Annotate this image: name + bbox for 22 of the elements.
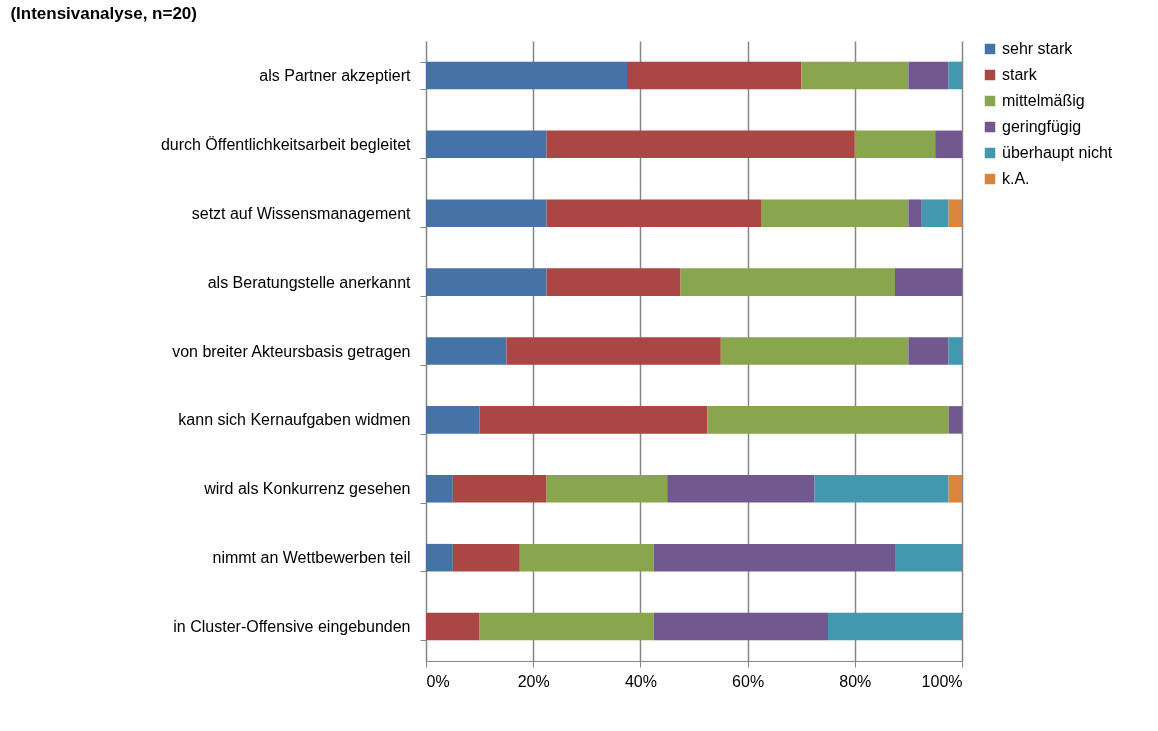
y-tick-label: von breiter Akteursbasis getragen: [172, 342, 411, 360]
y-tick-label: wird als Konkurrenz gesehen: [203, 480, 411, 498]
y-tick-label: kann sich Kernaufgaben widmen: [178, 411, 411, 429]
y-tick-label: nimmt an Wettbewerben teil: [212, 549, 411, 567]
y-tick-label: als Beratungstelle anerkannt: [207, 273, 412, 291]
x-tick-label: 0%: [426, 672, 450, 690]
text: (Intensivanalyse, n=20): [10, 4, 197, 23]
y-tick-label: als Partner akzeptiert: [259, 66, 412, 84]
legend-label: geringfügig: [1002, 118, 1082, 135]
y-tick-label: durch Öffentlichkeitsarbeit begleitet: [160, 135, 412, 153]
legend-label: stark: [1002, 66, 1038, 83]
x-tick-label: 20%: [517, 672, 550, 690]
x-tick-label: 60%: [732, 672, 765, 690]
legend-label: mittelmäßig: [1002, 92, 1085, 109]
x-tick-label: 40%: [624, 672, 657, 690]
x-tick-label: 80%: [839, 672, 872, 690]
legend-label: sehr stark: [1002, 40, 1074, 57]
y-tick-label: in Cluster-Offensive eingebunden: [173, 618, 411, 636]
legend-label: k.A.: [1002, 170, 1030, 187]
legend-label: überhaupt nicht: [1002, 144, 1113, 161]
y-tick-label: setzt auf Wissensmanagement: [191, 204, 412, 222]
x-tick-label: 100%: [921, 672, 963, 690]
